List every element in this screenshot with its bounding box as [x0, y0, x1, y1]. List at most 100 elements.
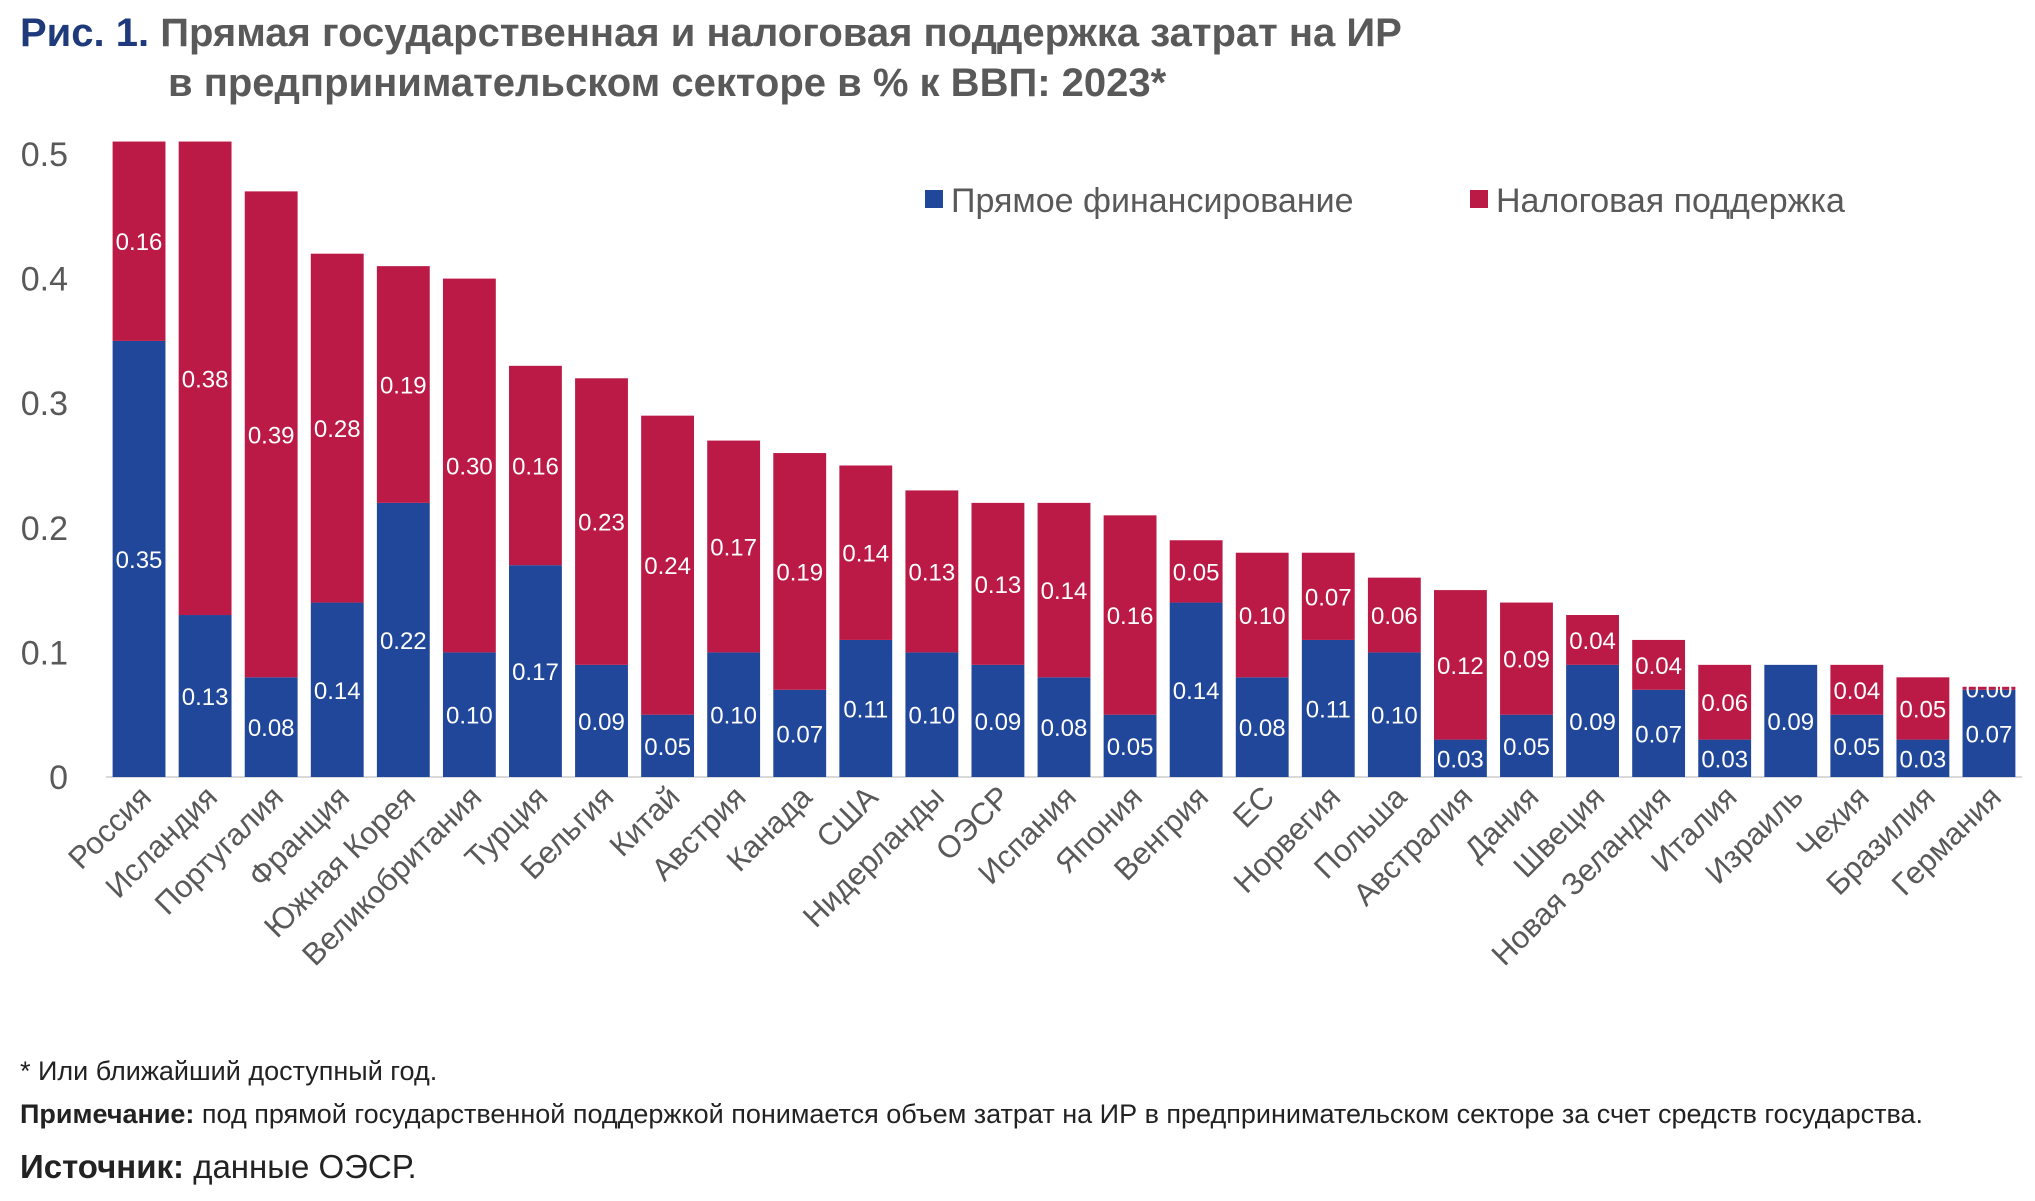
bar-segment: [376, 266, 430, 503]
data-label: 0.11: [1306, 696, 1351, 723]
bar-segment: [1301, 552, 1355, 640]
bar-segment: [1962, 689, 2016, 777]
y-tick-label: 0.5: [21, 136, 68, 174]
data-label: 0.09: [1503, 647, 1550, 674]
y-tick-label: 0.1: [21, 634, 68, 672]
data-label: 0.05: [1107, 734, 1154, 761]
bar-segment: [575, 664, 628, 777]
data-label: 0.07: [1305, 584, 1352, 611]
data-label: 0.06: [1371, 603, 1418, 630]
bar-segment: [1632, 639, 1686, 690]
bar-segment: [905, 652, 959, 777]
footnote-note: Примечание: под прямой государственной п…: [20, 1099, 1923, 1130]
source-text: данные ОЭСР.: [184, 1148, 417, 1185]
bar-segment: [1566, 615, 1619, 665]
legend-label: Прямое финансирование: [951, 182, 1354, 220]
data-label: 0.28: [314, 416, 361, 443]
y-tick-label: 0: [49, 759, 68, 797]
bar-segment: [1367, 652, 1421, 777]
bar-segment: [1433, 739, 1487, 777]
bar-segment: [310, 602, 364, 777]
footnote-asterisk: * Или ближайший доступный год.: [20, 1056, 438, 1086]
source-label: Источник:: [20, 1148, 185, 1185]
bar-segment: [376, 502, 430, 777]
bar-segment: [1103, 515, 1157, 715]
data-label: 0.10: [446, 703, 493, 730]
bar-segment: [971, 664, 1025, 777]
data-label: 0.17: [710, 534, 757, 561]
bar-segment: [1235, 552, 1289, 678]
y-tick-label: 0.2: [21, 510, 68, 548]
y-tick-label: 0.4: [21, 261, 68, 299]
data-label: 0.12: [1437, 653, 1484, 680]
data-label: 0.23: [578, 510, 625, 537]
data-label: 0.03: [1701, 746, 1748, 773]
bar-segment: [641, 415, 695, 715]
data-label: 0.10: [909, 703, 956, 730]
bar-segment: [1566, 664, 1619, 777]
data-label: 0.08: [1239, 715, 1286, 742]
bar-segment: [575, 378, 628, 665]
data-label: 0.19: [380, 373, 427, 400]
note-label: Примечание:: [20, 1099, 195, 1129]
legend-label: Налоговая поддержка: [1496, 182, 1845, 220]
data-label: 0.16: [1107, 603, 1154, 630]
bar-segment: [1896, 739, 1950, 777]
figure-number: Рис. 1.: [20, 11, 150, 55]
bar-segment: [509, 365, 562, 566]
data-label: 0.07: [776, 721, 823, 748]
chart-title: Рис. 1. Прямая государственная и налогов…: [20, 8, 1402, 108]
data-label: 0.17: [512, 659, 559, 686]
data-label: 0.14: [1041, 578, 1088, 605]
data-label: 0.10: [1239, 603, 1286, 630]
bar-segment: [178, 615, 232, 777]
bar-segment: [707, 440, 761, 653]
title-line-1: Прямая государственная и налоговая подде…: [160, 11, 1402, 55]
bar-segment: [773, 453, 827, 690]
bar-segment: [1830, 664, 1884, 715]
bar-segment: [1169, 540, 1223, 603]
data-label: 0.24: [644, 553, 691, 580]
bar-segment: [1500, 602, 1553, 715]
data-label: 0.14: [314, 678, 361, 705]
data-label: 0.39: [248, 422, 295, 449]
bar-segment: [1103, 714, 1157, 777]
data-label: 0.13: [909, 559, 956, 586]
data-label: 0.16: [512, 454, 559, 481]
bar-segment: [839, 465, 893, 640]
legend-swatch: [1470, 190, 1488, 208]
data-label: 0.13: [182, 684, 229, 711]
data-label: 0.16: [116, 229, 163, 256]
data-label: 0.30: [446, 454, 493, 481]
data-label: 0.07: [1635, 721, 1682, 748]
footnote-source: Источник: данные ОЭСР.: [20, 1148, 417, 1186]
bar-segment: [773, 689, 827, 777]
data-label: 0.35: [116, 547, 163, 574]
bar-segment: [1830, 714, 1884, 777]
bar-segment: [244, 191, 298, 678]
data-label: 0.04: [1833, 678, 1880, 705]
data-label: 0.05: [1503, 734, 1550, 761]
bar-segment: [112, 141, 166, 341]
bar-segment: [1896, 677, 1950, 740]
bar-segment: [509, 565, 562, 777]
data-label: 0.10: [1371, 703, 1418, 730]
bar-segment: [178, 141, 232, 616]
bar-segment: [839, 639, 893, 777]
data-label: 0.04: [1635, 653, 1682, 680]
bar-segment: [1235, 677, 1289, 777]
data-label: 0.09: [975, 709, 1022, 736]
note-text: под прямой государственной поддержкой по…: [194, 1099, 1924, 1129]
bar-segment: [1764, 664, 1818, 777]
data-label: 0.14: [1173, 678, 1220, 705]
bar-segment: [1433, 590, 1487, 740]
title-line-2: в предпринимательском секторе в % к ВВП:…: [168, 61, 1167, 105]
data-label: 0.06: [1701, 690, 1748, 717]
bar-segment: [244, 677, 298, 777]
data-label: 0.22: [380, 628, 427, 655]
bar-segment: [641, 714, 695, 777]
data-label: 0.14: [842, 541, 889, 568]
data-label: 0.08: [1041, 715, 1088, 742]
x-tick-label: ЕС: [1226, 779, 1281, 834]
